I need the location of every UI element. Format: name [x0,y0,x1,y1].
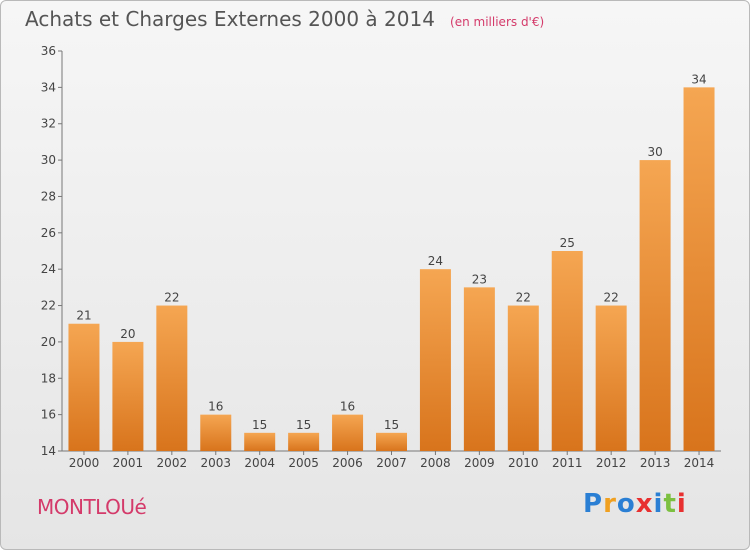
x-tick-label: 2008 [420,456,451,470]
x-tick-label: 2013 [640,456,671,470]
bar [244,432,276,451]
x-tick-label: 2006 [332,456,363,470]
logo-letter: t [663,489,677,519]
y-tick-label: 24 [41,262,56,276]
bar [112,341,144,451]
proxiti-logo: Proxiti [583,489,687,519]
chart-unit: (en milliers d'€) [450,15,545,29]
y-tick-label: 14 [41,444,56,458]
bar-value-label: 25 [560,236,575,250]
bar [68,323,100,451]
bar-value-label: 24 [428,254,443,268]
bar [551,251,583,451]
bar [683,87,715,451]
chart-title: Achats et Charges Externes 2000 à 2014 [25,7,435,31]
y-tick-label: 20 [41,335,56,349]
x-tick-label: 2005 [288,456,319,470]
bar-value-label: 30 [647,145,662,159]
bar-value-label: 15 [384,418,399,432]
x-tick-label: 2000 [69,456,100,470]
bar [507,305,539,451]
x-tick-label: 2011 [552,456,583,470]
logo-letter: x [635,489,654,519]
bar-value-label: 16 [208,400,223,414]
x-tick-label: 2010 [508,456,539,470]
bar [419,269,451,451]
town-name: MONTLOUé [37,495,147,519]
bar [639,160,671,451]
bar-value-label: 22 [164,291,179,305]
x-tick-label: 2009 [464,456,495,470]
y-tick-label: 26 [41,226,56,240]
bar-value-label: 15 [296,418,311,432]
bar-value-label: 34 [691,72,706,86]
logo-letter: r [603,489,617,519]
bar-value-label: 16 [340,400,355,414]
bar-value-label: 21 [76,309,91,323]
logo-letter: i [676,489,687,519]
bar-value-label: 22 [604,291,619,305]
title-row: Achats et Charges Externes 2000 à 2014 (… [25,7,544,31]
bar [156,305,188,451]
y-tick-label: 34 [41,80,56,94]
x-tick-label: 2003 [200,456,231,470]
y-tick-label: 30 [41,153,56,167]
bar-value-label: 22 [516,291,531,305]
bar [376,432,407,451]
x-tick-label: 2012 [596,456,627,470]
y-tick-label: 16 [41,408,56,422]
y-tick-label: 18 [41,371,56,385]
x-tick-label: 2014 [684,456,715,470]
bar [595,305,627,451]
y-tick-label: 32 [41,117,56,131]
logo-letter: P [583,489,604,519]
y-tick-label: 36 [41,44,56,58]
bar [463,287,495,451]
bar [288,432,320,451]
bar [200,414,232,451]
bar-value-label: 15 [252,418,267,432]
x-tick-label: 2001 [113,456,144,470]
x-tick-label: 2004 [244,456,275,470]
bar [332,414,364,451]
logo-letter: i [653,489,664,519]
logo-letter: o [616,489,636,519]
x-tick-label: 2007 [376,456,407,470]
y-tick-label: 28 [41,189,56,203]
x-tick-label: 2002 [157,456,188,470]
bar-value-label: 20 [120,327,135,341]
bar-value-label: 23 [472,272,487,286]
y-tick-label: 22 [41,299,56,313]
